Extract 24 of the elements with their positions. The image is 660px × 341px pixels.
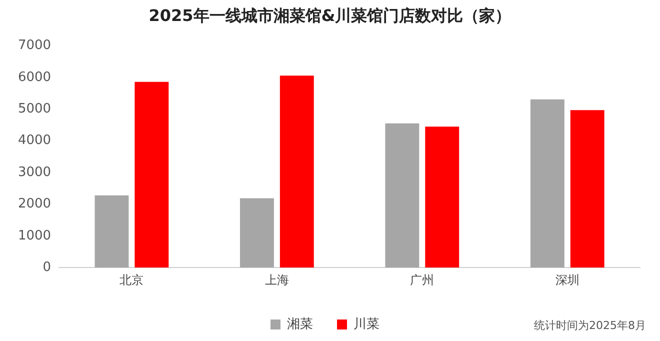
x-tick-label: 北京: [120, 272, 144, 287]
y-tick-label: 0: [42, 260, 52, 275]
bar: [134, 82, 169, 268]
y-tick-label: 4000: [18, 133, 52, 148]
x-tick-label: 上海: [264, 272, 289, 287]
bar: [94, 195, 129, 268]
bar: [240, 198, 274, 268]
chart-title: 2025年一线城市湘菜馆&川菜馆门店数对比（家）: [148, 6, 512, 27]
bar: [530, 99, 564, 268]
y-tick-label: 7000: [18, 38, 52, 54]
y-tick-label: 3000: [18, 164, 52, 180]
y-tick-label: 6000: [18, 70, 52, 85]
y-tick-label: 2000: [18, 196, 52, 212]
bar: [385, 123, 420, 268]
x-tick-label: 广州: [410, 272, 434, 287]
bar: [425, 126, 460, 268]
bar: [570, 110, 604, 268]
bar: [280, 76, 314, 268]
legend-label: 川菜: [354, 316, 380, 332]
legend-label: 湘菜: [287, 316, 313, 332]
x-tick-label: 深圳: [555, 272, 580, 287]
y-tick-label: 5000: [18, 102, 52, 117]
text: 统计时间为2025年8月: [534, 318, 646, 333]
y-tick-label: 1000: [18, 228, 52, 244]
